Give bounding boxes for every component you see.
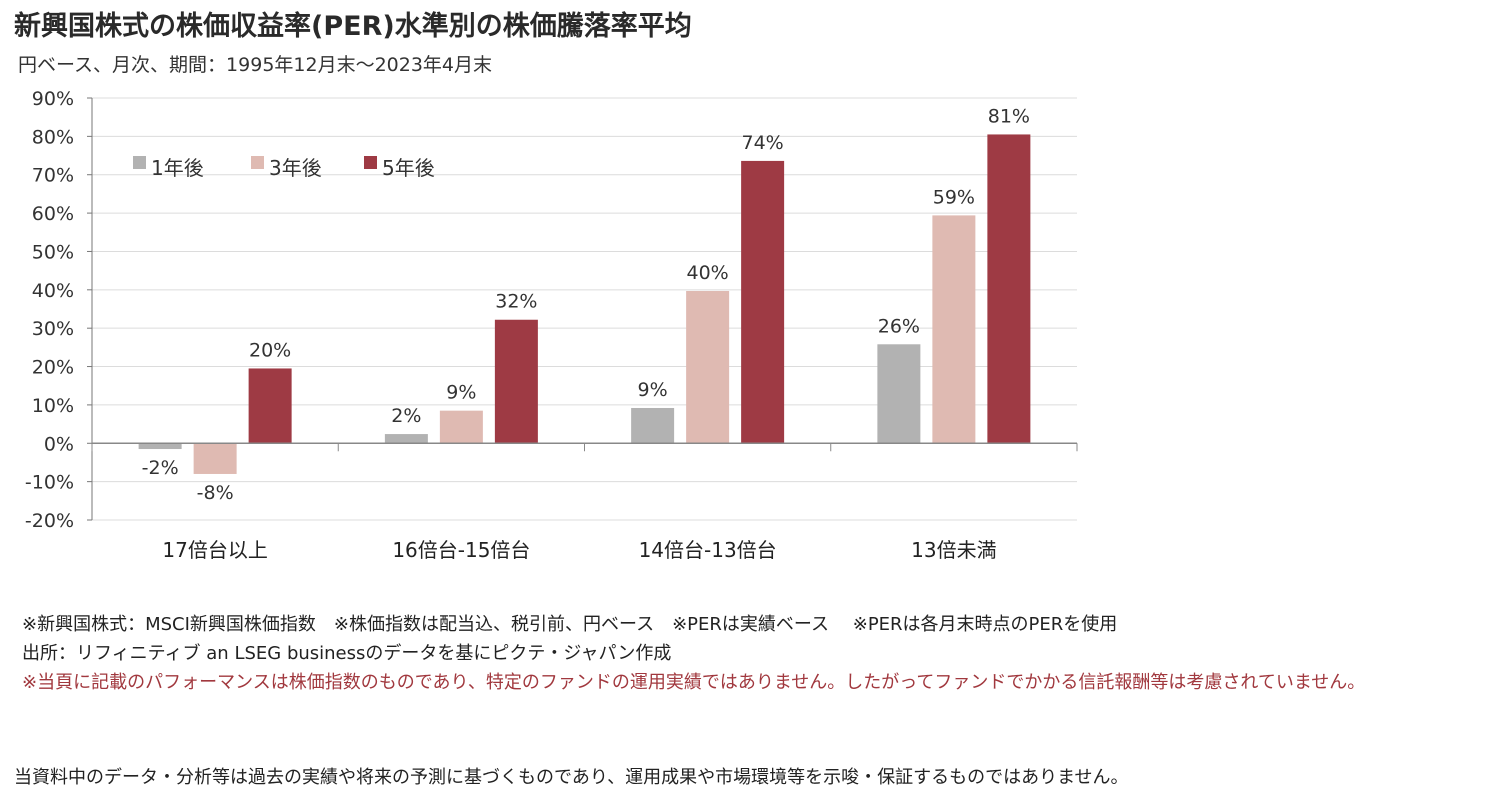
bar [686, 290, 730, 444]
x-axis: 17倍台以上 16倍台-15倍台 14倍台-13倍台 13倍未満 [91, 442, 1078, 562]
data-label: 81% [988, 105, 1030, 127]
legend-swatch [251, 156, 264, 169]
x-category-label: 14倍台-13倍台 [639, 538, 777, 562]
bar [193, 443, 237, 474]
data-labels: -2% 2% 9% 26% -8% 9% 40% 59% 20% 32% 74% 81% [142, 105, 1030, 504]
bar [741, 160, 785, 444]
note-source-index: ※新興国株式：MSCI新興国株価指数 ※株価指数は配当込、税引前、円ベース ※P… [22, 614, 1118, 635]
bar [138, 443, 182, 450]
data-label: -2% [142, 457, 179, 479]
y-tick-label: 10% [32, 395, 74, 417]
y-tick-label: 60% [32, 203, 74, 225]
gridlines [92, 97, 1077, 521]
bar [248, 368, 292, 444]
y-tick-label: 70% [32, 165, 74, 187]
y-tick-label: 20% [32, 357, 74, 379]
legend-label: 3年後 [269, 156, 322, 180]
x-category-label: 16倍台-15倍台 [392, 538, 530, 562]
data-label: 26% [878, 315, 920, 337]
data-label: -8% [197, 482, 234, 504]
footer-disclaimer: 当資料中のデータ・分析等は過去の実績や将来の予測に基づくものであり、運用成果や市… [14, 767, 1129, 788]
bars [138, 134, 1031, 474]
data-label: 32% [495, 291, 537, 313]
y-tick-label: 40% [32, 280, 74, 302]
bar [439, 410, 483, 444]
y-tick-label: 90% [32, 88, 74, 110]
bar [987, 134, 1031, 444]
bar-chart: 90% 80% 70% 60% 50% 40% 30% 20% 10% 0% -10% -20% -2… [25, 88, 1078, 562]
bar [384, 434, 428, 444]
note-performance-disclaimer: ※当頁に記載のパフォーマンスは株価指数のものであり、特定のファンドの運用実績では… [22, 672, 1366, 693]
data-label: 9% [446, 382, 476, 404]
data-label: 74% [742, 132, 784, 154]
bar [932, 215, 976, 444]
legend-swatch [133, 156, 146, 169]
y-tick-label: 30% [32, 318, 74, 340]
legend-label: 1年後 [151, 156, 204, 180]
y-tick-label: -20% [25, 510, 74, 532]
chart-title: 新興国株式の株価収益率(PER)水準別の株価騰落率平均 [14, 11, 692, 42]
data-label: 59% [933, 186, 975, 208]
data-label: 2% [391, 405, 421, 427]
note-data-source: 出所：リフィニティブ an LSEG businessのデータを基にピクテ・ジャ… [22, 643, 672, 664]
data-label: 9% [638, 379, 668, 401]
bar [877, 344, 921, 444]
y-tick-label: 80% [32, 126, 74, 148]
data-label: 20% [249, 339, 291, 361]
bar [631, 407, 675, 444]
bar [494, 319, 538, 444]
legend-swatch [364, 156, 377, 169]
y-tick-label: 0% [44, 433, 74, 455]
y-tick-label: 50% [32, 241, 74, 263]
x-category-label: 17倍台以上 [162, 538, 267, 562]
legend-label: 5年後 [382, 156, 435, 180]
y-axis: 90% 80% 70% 60% 50% 40% 30% 20% 10% 0% -10% -20% [25, 88, 93, 532]
legend: 1年後 3年後 5年後 [133, 156, 435, 180]
y-tick-label: -10% [25, 472, 74, 494]
notes: ※新興国株式：MSCI新興国株価指数 ※株価指数は配当込、税引前、円ベース ※P… [22, 610, 1492, 697]
data-label: 40% [687, 262, 729, 284]
x-category-label: 13倍未満 [911, 538, 996, 562]
chart-subtitle: 円ベース、月次、期間：1995年12月末〜2023年4月末 [18, 54, 493, 76]
